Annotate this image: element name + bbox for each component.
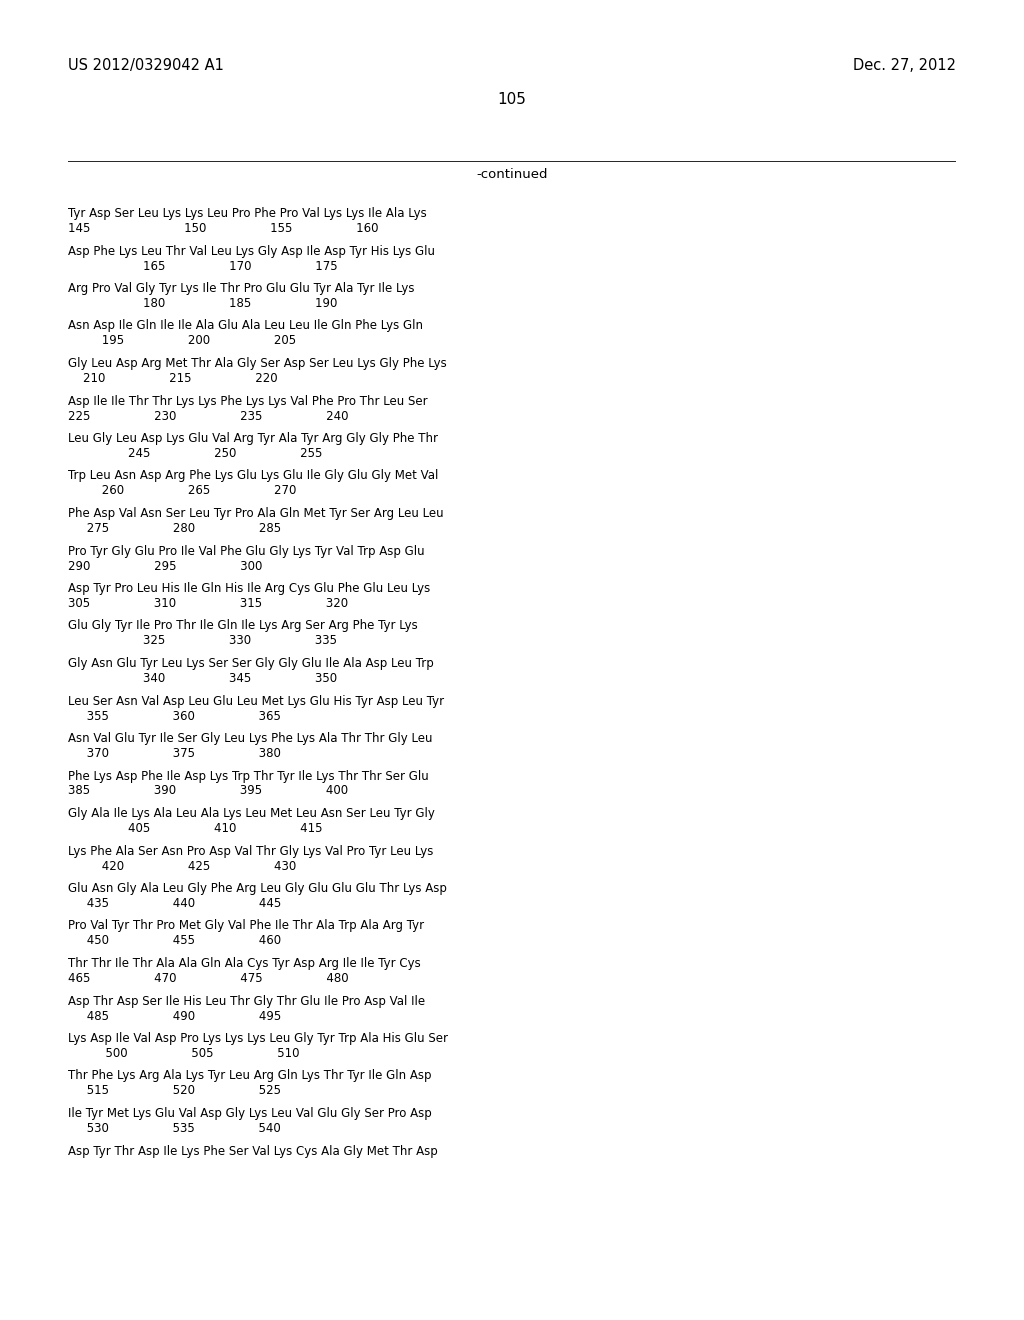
Text: 450                 455                 460: 450 455 460 bbox=[68, 935, 282, 948]
Text: Glu Gly Tyr Ile Pro Thr Ile Gln Ile Lys Arg Ser Arg Phe Tyr Lys: Glu Gly Tyr Ile Pro Thr Ile Gln Ile Lys … bbox=[68, 619, 418, 632]
Text: Tyr Asp Ser Leu Lys Lys Leu Pro Phe Pro Val Lys Lys Ile Ala Lys: Tyr Asp Ser Leu Lys Lys Leu Pro Phe Pro … bbox=[68, 207, 427, 220]
Text: 195                 200                 205: 195 200 205 bbox=[68, 334, 296, 347]
Text: 290                 295                 300: 290 295 300 bbox=[68, 560, 262, 573]
Text: Thr Phe Lys Arg Ala Lys Tyr Leu Arg Gln Lys Thr Tyr Ile Gln Asp: Thr Phe Lys Arg Ala Lys Tyr Leu Arg Gln … bbox=[68, 1069, 431, 1082]
Text: 405                 410                 415: 405 410 415 bbox=[68, 822, 323, 836]
Text: 465                 470                 475                 480: 465 470 475 480 bbox=[68, 972, 348, 985]
Text: Lys Phe Ala Ser Asn Pro Asp Val Thr Gly Lys Val Pro Tyr Leu Lys: Lys Phe Ala Ser Asn Pro Asp Val Thr Gly … bbox=[68, 845, 433, 858]
Text: 370                 375                 380: 370 375 380 bbox=[68, 747, 281, 760]
Text: 515                 520                 525: 515 520 525 bbox=[68, 1085, 281, 1097]
Text: 260                 265                 270: 260 265 270 bbox=[68, 484, 296, 498]
Text: 225                 230                 235                 240: 225 230 235 240 bbox=[68, 409, 348, 422]
Text: Pro Val Tyr Thr Pro Met Gly Val Phe Ile Thr Ala Trp Ala Arg Tyr: Pro Val Tyr Thr Pro Met Gly Val Phe Ile … bbox=[68, 920, 424, 932]
Text: 530                 535                 540: 530 535 540 bbox=[68, 1122, 281, 1135]
Text: Trp Leu Asn Asp Arg Phe Lys Glu Lys Glu Ile Gly Glu Gly Met Val: Trp Leu Asn Asp Arg Phe Lys Glu Lys Glu … bbox=[68, 470, 438, 483]
Text: -continued: -continued bbox=[476, 168, 548, 181]
Text: 105: 105 bbox=[498, 92, 526, 107]
Text: Phe Lys Asp Phe Ile Asp Lys Trp Thr Tyr Ile Lys Thr Thr Ser Glu: Phe Lys Asp Phe Ile Asp Lys Trp Thr Tyr … bbox=[68, 770, 429, 783]
Text: Leu Ser Asn Val Asp Leu Glu Leu Met Lys Glu His Tyr Asp Leu Tyr: Leu Ser Asn Val Asp Leu Glu Leu Met Lys … bbox=[68, 694, 444, 708]
Text: 485                 490                 495: 485 490 495 bbox=[68, 1010, 282, 1023]
Text: 210                 215                 220: 210 215 220 bbox=[68, 372, 278, 385]
Text: 420                 425                 430: 420 425 430 bbox=[68, 859, 296, 873]
Text: 305                 310                 315                 320: 305 310 315 320 bbox=[68, 597, 348, 610]
Text: Phe Asp Val Asn Ser Leu Tyr Pro Ala Gln Met Tyr Ser Arg Leu Leu: Phe Asp Val Asn Ser Leu Tyr Pro Ala Gln … bbox=[68, 507, 443, 520]
Text: 340                 345                 350: 340 345 350 bbox=[68, 672, 337, 685]
Text: Arg Pro Val Gly Tyr Lys Ile Thr Pro Glu Glu Tyr Ala Tyr Ile Lys: Arg Pro Val Gly Tyr Lys Ile Thr Pro Glu … bbox=[68, 282, 415, 294]
Text: Glu Asn Gly Ala Leu Gly Phe Arg Leu Gly Glu Glu Glu Thr Lys Asp: Glu Asn Gly Ala Leu Gly Phe Arg Leu Gly … bbox=[68, 882, 446, 895]
Text: Thr Thr Ile Thr Ala Ala Gln Ala Cys Tyr Asp Arg Ile Ile Tyr Cys: Thr Thr Ile Thr Ala Ala Gln Ala Cys Tyr … bbox=[68, 957, 421, 970]
Text: 145                         150                 155                 160: 145 150 155 160 bbox=[68, 222, 379, 235]
Text: US 2012/0329042 A1: US 2012/0329042 A1 bbox=[68, 58, 224, 73]
Text: Dec. 27, 2012: Dec. 27, 2012 bbox=[853, 58, 956, 73]
Text: 500                 505                 510: 500 505 510 bbox=[68, 1047, 299, 1060]
Text: Asp Tyr Thr Asp Ile Lys Phe Ser Val Lys Cys Ala Gly Met Thr Asp: Asp Tyr Thr Asp Ile Lys Phe Ser Val Lys … bbox=[68, 1144, 437, 1158]
Text: Lys Asp Ile Val Asp Pro Lys Lys Lys Leu Gly Tyr Trp Ala His Glu Ser: Lys Asp Ile Val Asp Pro Lys Lys Lys Leu … bbox=[68, 1032, 449, 1045]
Text: Asn Val Glu Tyr Ile Ser Gly Leu Lys Phe Lys Ala Thr Thr Gly Leu: Asn Val Glu Tyr Ile Ser Gly Leu Lys Phe … bbox=[68, 733, 432, 744]
Text: Asp Tyr Pro Leu His Ile Gln His Ile Arg Cys Glu Phe Glu Leu Lys: Asp Tyr Pro Leu His Ile Gln His Ile Arg … bbox=[68, 582, 430, 595]
Text: 325                 330                 335: 325 330 335 bbox=[68, 635, 337, 648]
Text: 385                 390                 395                 400: 385 390 395 400 bbox=[68, 784, 348, 797]
Text: Ile Tyr Met Lys Glu Val Asp Gly Lys Leu Val Glu Gly Ser Pro Asp: Ile Tyr Met Lys Glu Val Asp Gly Lys Leu … bbox=[68, 1107, 432, 1119]
Text: Asp Thr Asp Ser Ile His Leu Thr Gly Thr Glu Ile Pro Asp Val Ile: Asp Thr Asp Ser Ile His Leu Thr Gly Thr … bbox=[68, 994, 425, 1007]
Text: 180                 185                 190: 180 185 190 bbox=[68, 297, 337, 310]
Text: 165                 170                 175: 165 170 175 bbox=[68, 260, 338, 272]
Text: Asp Phe Lys Leu Thr Val Leu Lys Gly Asp Ile Asp Tyr His Lys Glu: Asp Phe Lys Leu Thr Val Leu Lys Gly Asp … bbox=[68, 244, 435, 257]
Text: 245                 250                 255: 245 250 255 bbox=[68, 447, 323, 459]
Text: Pro Tyr Gly Glu Pro Ile Val Phe Glu Gly Lys Tyr Val Trp Asp Glu: Pro Tyr Gly Glu Pro Ile Val Phe Glu Gly … bbox=[68, 544, 425, 557]
Text: Asn Asp Ile Gln Ile Ile Ala Glu Ala Leu Leu Ile Gln Phe Lys Gln: Asn Asp Ile Gln Ile Ile Ala Glu Ala Leu … bbox=[68, 319, 423, 333]
Text: Gly Asn Glu Tyr Leu Lys Ser Ser Gly Gly Glu Ile Ala Asp Leu Trp: Gly Asn Glu Tyr Leu Lys Ser Ser Gly Gly … bbox=[68, 657, 434, 671]
Text: Gly Leu Asp Arg Met Thr Ala Gly Ser Asp Ser Leu Lys Gly Phe Lys: Gly Leu Asp Arg Met Thr Ala Gly Ser Asp … bbox=[68, 356, 446, 370]
Text: 435                 440                 445: 435 440 445 bbox=[68, 898, 282, 909]
Text: 275                 280                 285: 275 280 285 bbox=[68, 521, 282, 535]
Text: Asp Ile Ile Thr Thr Lys Lys Phe Lys Lys Val Phe Pro Thr Leu Ser: Asp Ile Ile Thr Thr Lys Lys Phe Lys Lys … bbox=[68, 395, 428, 408]
Text: 355                 360                 365: 355 360 365 bbox=[68, 710, 281, 722]
Text: Leu Gly Leu Asp Lys Glu Val Arg Tyr Ala Tyr Arg Gly Gly Phe Thr: Leu Gly Leu Asp Lys Glu Val Arg Tyr Ala … bbox=[68, 432, 438, 445]
Text: Gly Ala Ile Lys Ala Leu Ala Lys Leu Met Leu Asn Ser Leu Tyr Gly: Gly Ala Ile Lys Ala Leu Ala Lys Leu Met … bbox=[68, 807, 435, 820]
